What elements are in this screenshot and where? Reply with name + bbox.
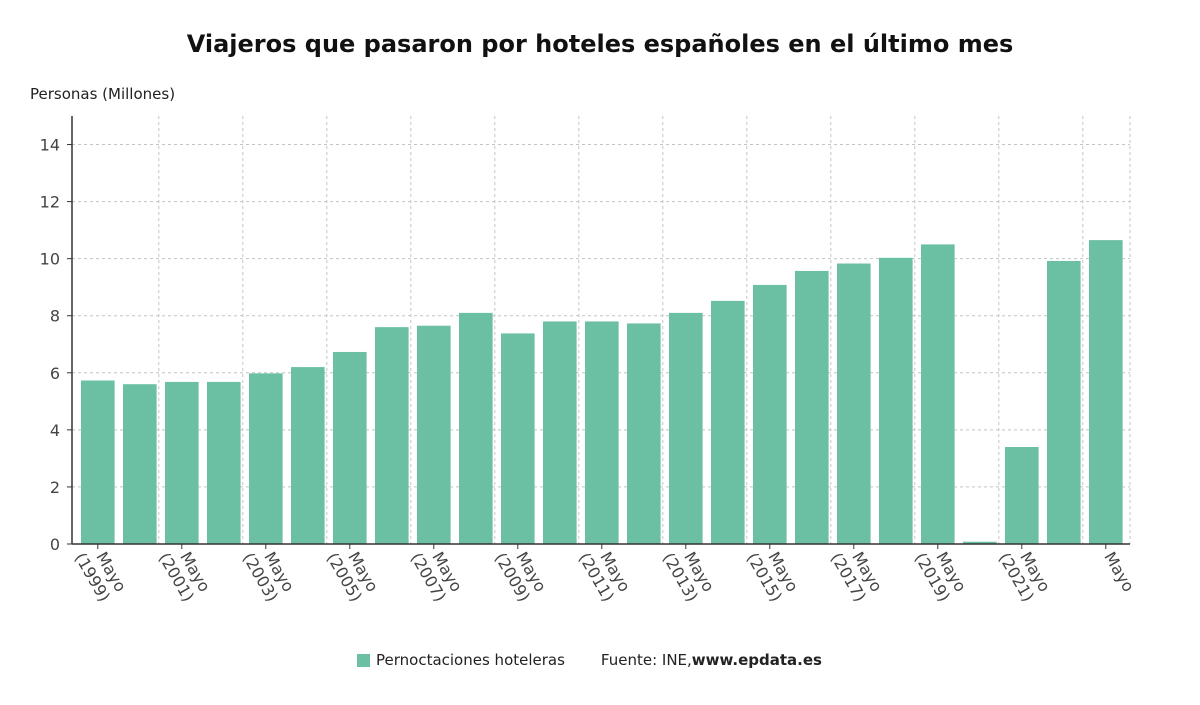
x-tick-label: Mayo: [1100, 549, 1138, 596]
x-tick-label: Mayo(2011): [575, 549, 634, 605]
bar: [459, 312, 493, 544]
x-tick-label: Mayo(2003): [239, 549, 298, 605]
x-tick-label: Mayo(2021): [995, 549, 1054, 605]
x-tick-label: Mayo(2007): [407, 549, 466, 605]
bar: [1089, 240, 1123, 544]
source-site: www.epdata.es: [691, 651, 822, 669]
y-tick-label: 8: [50, 307, 60, 326]
bar: [291, 367, 325, 544]
x-tick-label: Mayo(1999): [71, 549, 130, 605]
bar: [81, 380, 115, 544]
x-tick-label: Mayo(2017): [827, 549, 886, 605]
bar: [669, 312, 703, 544]
bar: [1047, 260, 1081, 544]
y-tick-label: 6: [50, 364, 60, 383]
legend: Pernoctaciones hoteleras Fuente: INE, ww…: [357, 651, 822, 669]
x-tick-label: Mayo(2009): [491, 549, 550, 605]
bar: [921, 244, 955, 544]
bar: [711, 300, 745, 544]
y-axis-label: Personas (Millones): [30, 85, 176, 103]
x-tick-label: Mayo(2005): [323, 549, 382, 605]
y-tick-label: 4: [50, 421, 60, 440]
bar: [123, 384, 157, 544]
y-tick-label: 10: [40, 250, 60, 269]
bar: [963, 541, 997, 544]
bar: [333, 351, 367, 544]
source-text: Fuente: INE,: [600, 651, 692, 669]
bar: [501, 333, 535, 544]
axes-layer: [67, 116, 1130, 549]
y-tick-label: 12: [40, 193, 60, 212]
bar: [627, 323, 661, 544]
bars-layer: [81, 240, 1123, 544]
x-tick-label: Mayo(2001): [155, 549, 214, 605]
x-tick-label: Mayo(2013): [659, 549, 718, 605]
bar: [1005, 446, 1039, 544]
x-tick-label: Mayo(2015): [743, 549, 802, 605]
legend-label: Pernoctaciones hoteleras: [376, 651, 565, 669]
bar: [165, 381, 199, 544]
legend-swatch: [357, 653, 370, 667]
bar: [417, 325, 451, 544]
bar: [879, 257, 913, 544]
bar: [543, 321, 577, 544]
bar: [249, 373, 283, 544]
bar: [375, 327, 409, 544]
x-tick-label-month: Mayo: [1100, 549, 1138, 596]
y-tick-label: 2: [50, 478, 60, 497]
y-tick-label: 0: [50, 535, 60, 554]
bar: [585, 321, 619, 544]
bar: [837, 263, 871, 544]
bar: [753, 284, 787, 544]
bar: [795, 270, 829, 544]
y-tick-label: 14: [40, 136, 60, 155]
x-tick-label: Mayo(2019): [911, 549, 970, 605]
bar: [207, 381, 241, 544]
chart-title: Viajeros que pasaron por hoteles español…: [186, 30, 1014, 58]
